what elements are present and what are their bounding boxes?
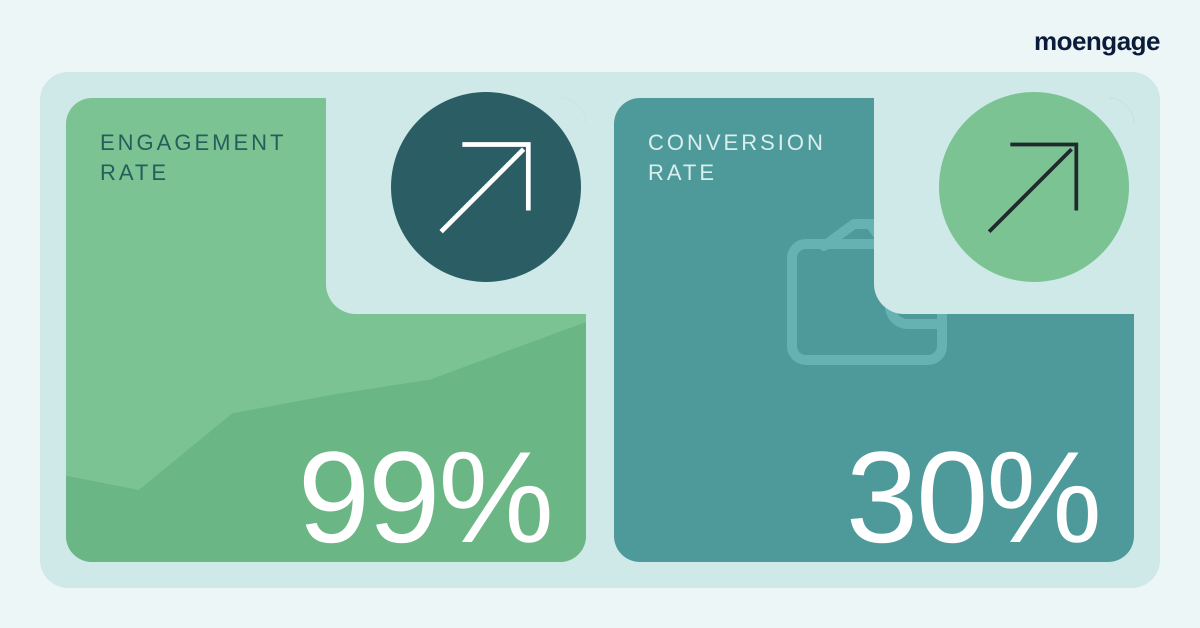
stats-panel: ENGAGEMENT RATE 99% CONVERSION RATE 30%	[40, 72, 1160, 588]
engagement-value: 99%	[298, 422, 552, 562]
engagement-arrow-badge	[391, 92, 581, 282]
brand-logo: moengage	[1034, 26, 1160, 57]
conversion-arrow-badge	[939, 92, 1129, 282]
conversion-title: CONVERSION RATE	[648, 128, 826, 187]
conversion-value: 30%	[846, 422, 1100, 562]
engagement-title: ENGAGEMENT RATE	[100, 128, 286, 187]
brand-logo-text: moengage	[1034, 26, 1160, 56]
arrow-up-right-icon	[427, 128, 545, 246]
arrow-up-right-icon	[975, 128, 1093, 246]
